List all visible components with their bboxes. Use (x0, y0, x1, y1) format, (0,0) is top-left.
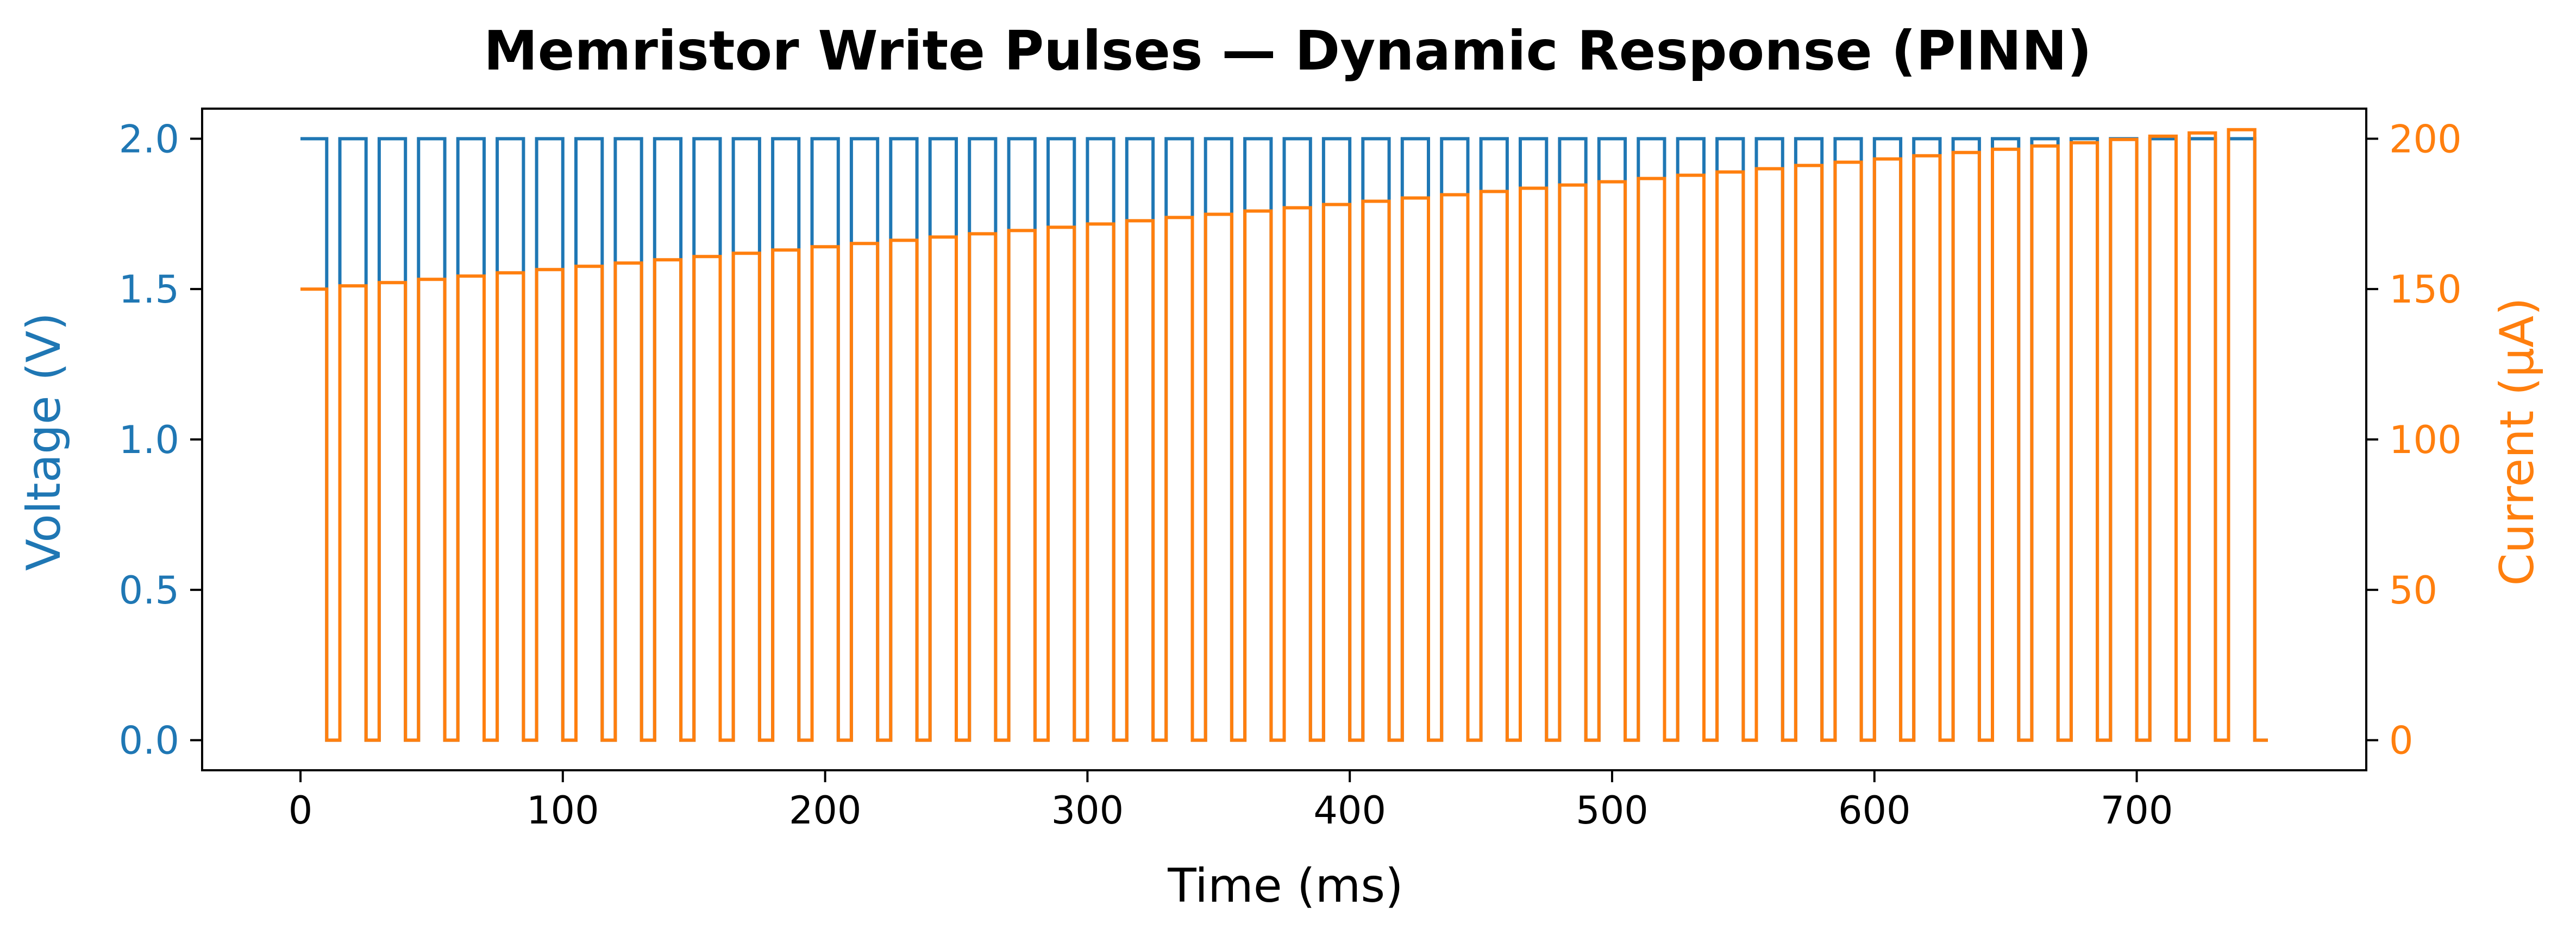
y-right-tick-label: 0 (2389, 719, 2414, 763)
y-axis-left-label: Voltage (V) (17, 312, 71, 571)
x-tick-label: 300 (1051, 788, 1124, 833)
y-right-tick-label: 200 (2389, 117, 2462, 161)
y-left-tick-label: 0.0 (119, 719, 179, 763)
axes: 0 100 200 300 400 500 600 700 0.0 0.5 1.0 1.5 2.0 0 50… (119, 108, 2462, 833)
y-right-tick-label: 150 (2389, 267, 2462, 312)
y-left-tick-label: 1.0 (119, 418, 179, 462)
x-tick-label: 500 (1576, 788, 1649, 833)
y-left-tick-label: 2.0 (119, 117, 179, 161)
x-tick-label: 600 (1838, 788, 1911, 833)
y-left-tick-label: 0.5 (119, 568, 179, 613)
series-current-line (300, 128, 2268, 742)
x-tick-label: 0 (289, 788, 313, 833)
x-tick-label: 200 (789, 788, 862, 833)
x-tick-label: 700 (2101, 788, 2173, 833)
y-left-tick-label: 1.5 (119, 267, 179, 312)
x-tick-label: 100 (527, 788, 599, 833)
y-axis-right-label: Current (μA) (2490, 298, 2544, 586)
y-right-tick-label: 100 (2389, 418, 2462, 462)
plot-area (300, 128, 2268, 742)
x-axis-label: Time (ms) (1167, 859, 1403, 913)
x-tick-label: 400 (1313, 788, 1386, 833)
chart-title: Memristor Write Pulses — Dynamic Respons… (484, 19, 2092, 83)
y-right-tick-label: 50 (2389, 568, 2437, 613)
